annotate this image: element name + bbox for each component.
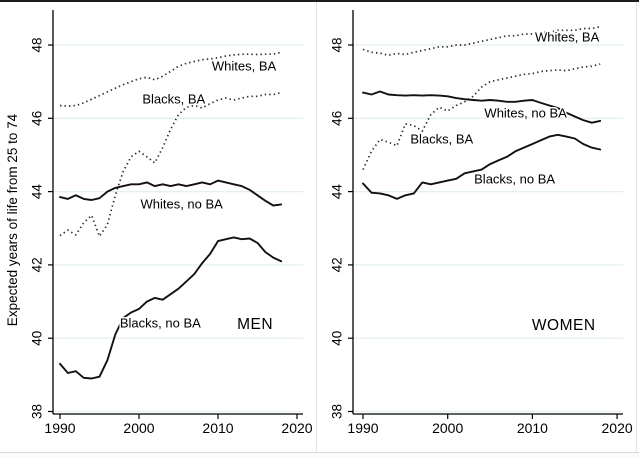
series-label-whites-no-ba: Whites, no BA [484, 105, 567, 120]
series-line-men-blacks-ba [59, 91, 282, 238]
figure-bottom-margin [0, 453, 639, 458]
y-axis-title: Expected years of life from 25 to 74 [5, 113, 20, 326]
y-tick-label-40: 40 [330, 331, 345, 346]
y-tick-label-44: 44 [30, 184, 45, 200]
panel-women: 38 40 42 44 46 48 1990 2000 2010 2020 Whites, BA Wh… [330, 10, 633, 436]
figure-bottom-border [0, 452, 639, 453]
x-tick-label-2010: 2010 [202, 420, 233, 436]
right-edge-divider [636, 2, 637, 452]
series-label-whites-no-ba: Whites, no BA [140, 197, 223, 212]
x-tick-label-2000: 2000 [432, 420, 463, 436]
series-label-blacks-no-ba: Blacks, no BA [474, 171, 555, 186]
series-label-blacks-ba: Blacks, BA [142, 91, 205, 106]
x-tick-label-1990: 1990 [44, 420, 75, 436]
y-tick-label-42: 42 [30, 257, 45, 272]
gridlines-men [53, 44, 303, 413]
series-line-men-whites-no-ba [59, 179, 283, 207]
panel-men: 38 40 42 44 46 48 1990 2000 2010 2020 Whites, BA Bl… [5, 10, 313, 436]
panel-divider [316, 2, 317, 452]
y-tick-label-44: 44 [330, 184, 345, 200]
series-line-women-blacks-ba [362, 63, 601, 170]
y-tick-label-46: 46 [30, 111, 45, 126]
y-tick-label-38: 38 [330, 404, 345, 419]
series-label-blacks-no-ba: Blacks, no BA [120, 315, 201, 330]
series-line-women-blacks-no-ba [362, 133, 602, 200]
y-tick-label-42: 42 [330, 257, 345, 272]
x-tick-label-1990: 1990 [347, 420, 378, 436]
series-label-whites-ba: Whites, BA [212, 58, 277, 73]
x-tick-label-2000: 2000 [123, 420, 154, 436]
x-tick-label-2020: 2020 [281, 420, 312, 436]
y-tick-label-40: 40 [30, 331, 45, 346]
x-tick-label-2020: 2020 [602, 420, 633, 436]
y-tick-label-38: 38 [30, 404, 45, 419]
panel-title-women: WOMEN [532, 317, 596, 334]
figure-top-border [0, 0, 639, 2]
series-line-women-whites-no-ba [362, 90, 602, 124]
y-tick-label-48: 48 [30, 37, 45, 52]
x-tick-label-2010: 2010 [517, 420, 548, 436]
series-line-men-blacks-no-ba [59, 236, 283, 380]
panel-title-men: MEN [237, 316, 273, 333]
series-label-blacks-ba: Blacks, BA [410, 131, 473, 146]
y-tick-label-48: 48 [330, 37, 345, 52]
y-tick-label-46: 46 [330, 111, 345, 126]
series-line-women-whites-ba [362, 25, 601, 57]
series-label-whites-ba: Whites, BA [535, 29, 600, 44]
